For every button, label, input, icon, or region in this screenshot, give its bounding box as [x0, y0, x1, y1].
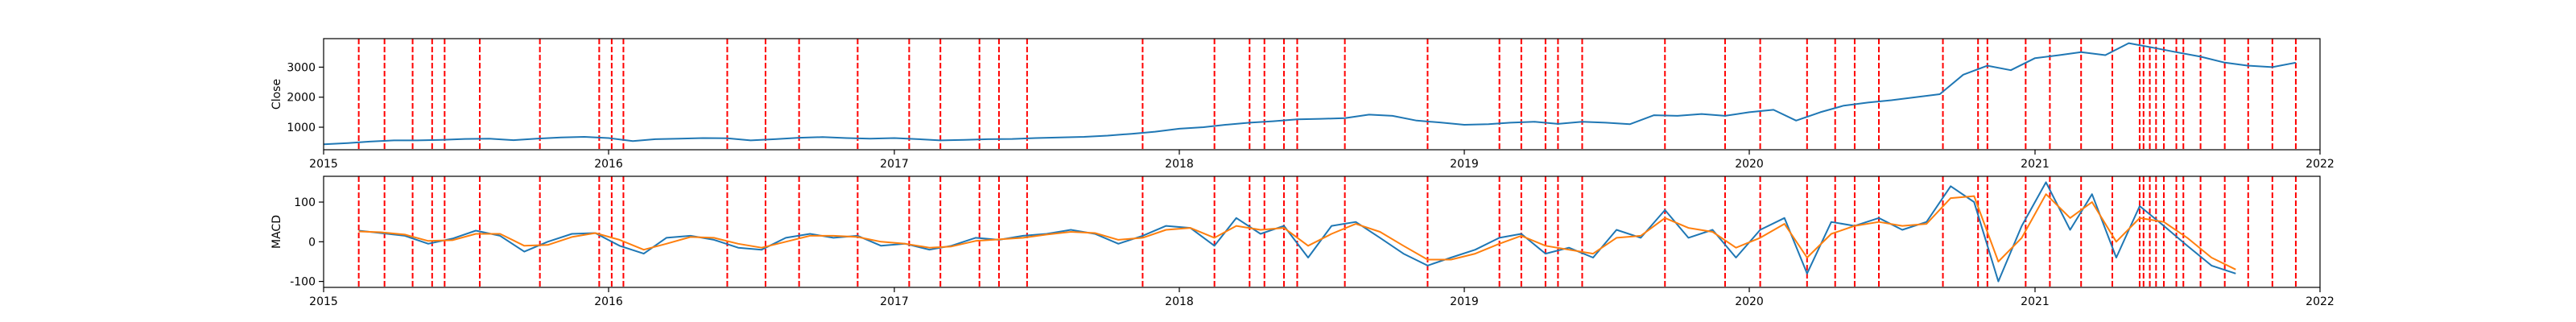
- y-tick-label-3000: 3000: [287, 61, 316, 74]
- signal-lines: [357, 39, 2297, 150]
- x-tick-label-2016: 2016: [594, 295, 623, 308]
- x-tick-label-2018: 2018: [1165, 295, 1194, 308]
- axes-frame: [323, 175, 2321, 288]
- x-tick-label-2015: 2015: [309, 295, 338, 308]
- macd-line: [358, 181, 2236, 283]
- series-group: [324, 42, 2297, 146]
- x-tick-label-2017: 2017: [880, 295, 909, 308]
- close-line: [324, 42, 2297, 146]
- x-tick-label-2016: 2016: [594, 158, 623, 171]
- x-tick-label-2020: 2020: [1735, 158, 1764, 171]
- x-tick-label-2019: 2019: [1450, 158, 1479, 171]
- macd-chart: 2015 2016 2017 2018 2019 2020 2021 2022 -100 0 100…: [270, 175, 2334, 308]
- x-tick-label-2021: 2021: [2021, 295, 2050, 308]
- signal-lines: [357, 176, 2297, 287]
- x-tick-label-2017: 2017: [880, 158, 909, 171]
- y-tick-label-100: 100: [294, 196, 316, 209]
- y-axis-label: Close: [270, 79, 283, 109]
- axes-frame: [323, 38, 2321, 151]
- x-tick-label-2015: 2015: [309, 158, 338, 171]
- y-tick-label-1000: 1000: [287, 122, 316, 134]
- series-group: [358, 181, 2236, 283]
- signal-line: [358, 193, 2236, 270]
- y-axis-label: MACD: [270, 215, 283, 249]
- x-tick-label-2022: 2022: [2306, 158, 2334, 171]
- x-tick-label-2021: 2021: [2021, 158, 2050, 171]
- x-tick-label-2020: 2020: [1735, 295, 1764, 308]
- y-tick-label-2000: 2000: [287, 92, 316, 105]
- x-tick-label-2019: 2019: [1450, 295, 1479, 308]
- y-tick-label-0: 0: [308, 236, 316, 249]
- close-price-chart: 2015 2016 2017 2018 2019 2020 2021 2022 1000 2000…: [270, 38, 2334, 171]
- x-tick-label-2018: 2018: [1165, 158, 1194, 171]
- x-tick-label-2022: 2022: [2306, 295, 2334, 308]
- y-tick-label--100: -100: [290, 276, 316, 289]
